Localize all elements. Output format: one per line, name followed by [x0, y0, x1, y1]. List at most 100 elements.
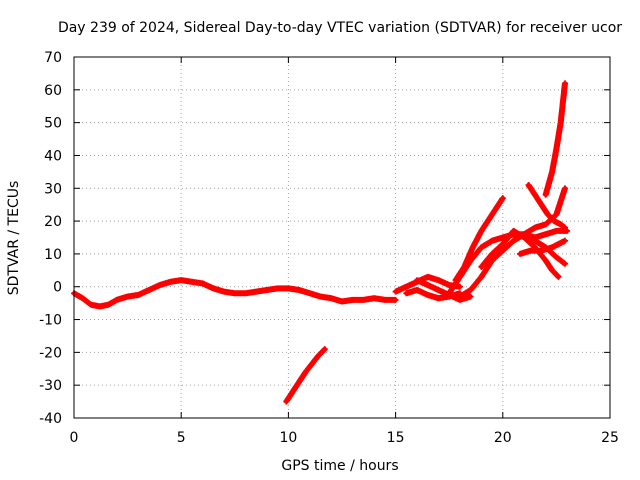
data-point [436, 278, 441, 283]
data-point [318, 294, 323, 299]
data-point [114, 297, 120, 303]
data-point [436, 296, 441, 301]
data-point [558, 120, 563, 125]
series-spike [542, 80, 568, 198]
x-tick-label: 25 [601, 430, 619, 446]
data-point [487, 215, 493, 220]
data-point [200, 281, 205, 286]
data-point [457, 284, 463, 289]
data-point [425, 274, 430, 280]
y-tick-label: 60 [44, 83, 62, 99]
data-point [532, 238, 538, 243]
plot-area [71, 80, 571, 405]
x-tick-label: 5 [177, 430, 186, 446]
data-point [562, 81, 568, 86]
data-point [539, 202, 544, 207]
data-point [89, 302, 94, 307]
data-point [549, 169, 555, 175]
data-point [554, 255, 559, 260]
data-point [339, 299, 345, 304]
series-late-a [510, 185, 568, 244]
data-marker-trace [542, 80, 568, 198]
data-point [232, 291, 237, 296]
data-point [468, 258, 473, 263]
x-tick-label: 0 [70, 430, 79, 446]
data-point [554, 228, 559, 234]
data-point [414, 287, 420, 293]
data-point [309, 361, 315, 367]
data-point [554, 212, 559, 217]
x-tick-label: 20 [494, 430, 512, 446]
data-point [500, 248, 505, 253]
data-point [286, 286, 291, 291]
data-point [562, 225, 568, 230]
data-point [307, 291, 312, 296]
data-point [532, 225, 538, 230]
series-late-b [517, 237, 568, 257]
data-point [468, 287, 473, 293]
axis-ticks: 0 5 10 15 20 25 -40 -30 -20 -10 0 10 20 30 40 50 60 70 [39, 50, 619, 446]
y-tick-label: -20 [39, 345, 62, 361]
data-point [532, 192, 538, 197]
data-point [322, 346, 327, 352]
data-point [539, 248, 544, 253]
data-point [290, 389, 295, 394]
data-point [479, 274, 484, 280]
series-late-c [525, 182, 568, 231]
data-point [447, 282, 452, 288]
data-point [489, 238, 495, 243]
data-point [361, 297, 366, 303]
data-point [496, 202, 501, 207]
data-point [179, 278, 184, 283]
data-point [425, 292, 430, 298]
data-point [543, 222, 548, 227]
data-marker-trace [283, 346, 328, 405]
data-point [189, 279, 195, 284]
data-point [284, 399, 289, 404]
data-point [275, 286, 280, 291]
y-tick-label: 40 [44, 148, 62, 164]
y-axis-label: SDTVAR / TECUs [6, 181, 22, 296]
y-tick-label: -30 [39, 378, 62, 394]
data-point [517, 251, 523, 257]
data-point [303, 369, 308, 375]
data-point [470, 245, 475, 250]
data-point [106, 302, 111, 307]
data-point [479, 228, 484, 234]
data-point [558, 222, 563, 227]
data-point [500, 195, 505, 201]
data-point [316, 353, 321, 358]
data-point [562, 261, 568, 266]
data-point [562, 238, 568, 243]
data-point [296, 287, 302, 293]
data-point [414, 278, 420, 283]
data-point [500, 241, 505, 247]
data-point [489, 251, 495, 257]
x-axis-label: GPS time / hours [281, 458, 398, 474]
y-tick-label: -40 [39, 411, 62, 427]
data-point [479, 245, 484, 250]
data-point [447, 291, 452, 296]
y-tick-label: 70 [44, 50, 62, 66]
data-point [552, 218, 557, 224]
data-point [543, 258, 548, 263]
series-arc-c [414, 277, 474, 303]
data-point [545, 212, 550, 217]
data-point [146, 287, 152, 293]
series-arc-b [403, 287, 463, 302]
y-tick-label: 50 [44, 116, 62, 132]
data-point [479, 264, 484, 270]
data-point [211, 286, 216, 291]
data-point [522, 232, 527, 237]
data-point [543, 232, 548, 237]
data-point [543, 192, 548, 197]
x-tick-label: 10 [279, 430, 297, 446]
data-point [526, 182, 531, 188]
series-main-trace [71, 277, 399, 310]
data-point [457, 294, 463, 299]
data-point [221, 289, 227, 294]
data-point [404, 284, 409, 289]
data-point [564, 228, 570, 234]
x-tick-label: 15 [387, 430, 405, 446]
